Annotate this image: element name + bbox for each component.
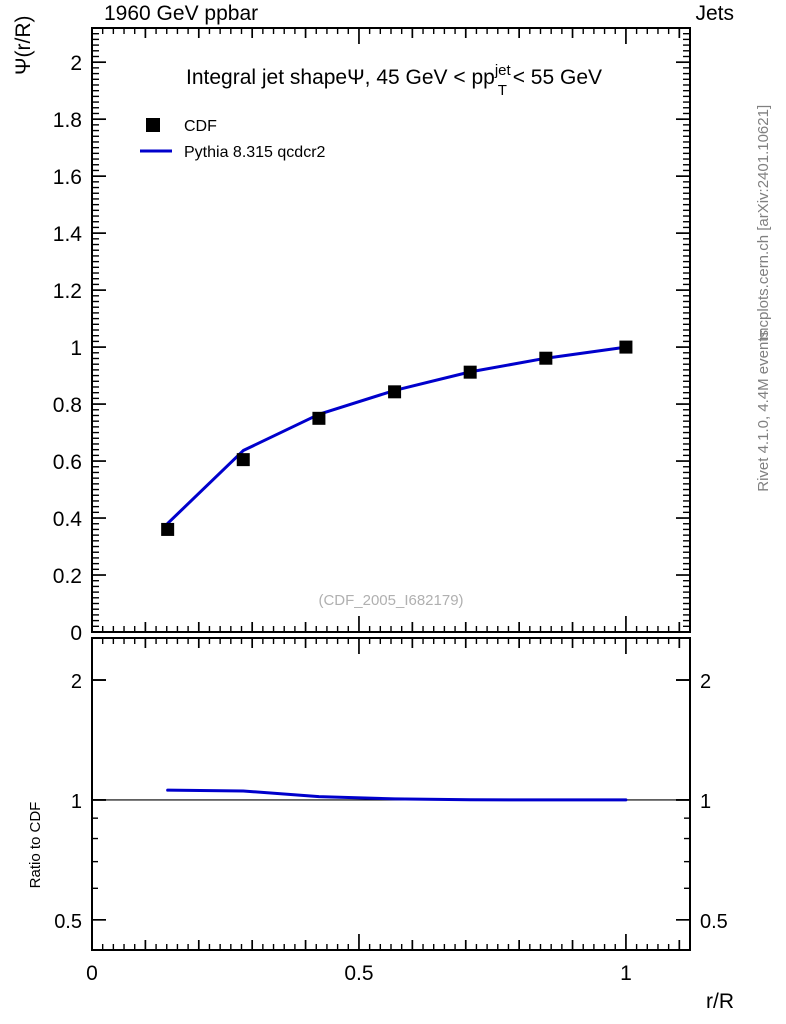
header-left-label: 1960 GeV ppbar [104, 2, 258, 25]
main-panel-frame [91, 27, 691, 633]
series-curve-pythia [166, 345, 628, 525]
ratio-y-tick-label-right: 1 [700, 791, 711, 813]
title-prefix: Integral jet shape [186, 66, 347, 89]
ratio-panel-tick-labels: 0.5 0.5 1 1 2 2 [54, 671, 728, 933]
x-tick-label: 1 [620, 962, 632, 985]
ratio-panel-frame [91, 637, 691, 951]
main-y-tick-label: 0.8 [53, 394, 82, 417]
watermark-label: (CDF_2005_I682179) [318, 592, 463, 609]
main-panel-ticks [91, 27, 691, 633]
x-axis-tick-labels: 0 0.5 1 [86, 962, 632, 985]
main-y-tick-label: 0.2 [53, 565, 82, 588]
ratio-y-tick-label: 0.5 [54, 911, 82, 933]
data-point-marker [312, 411, 326, 425]
main-y-axis-title: Ψ(r/R) [12, 15, 35, 75]
ratio-y-axis-title: Ratio to CDF [27, 802, 44, 889]
title-superscript: jet [494, 62, 512, 79]
side-label-rivet: Rivet 4.1.0, 4.4M events [755, 330, 772, 492]
data-point-marker [236, 453, 250, 467]
main-y-tick-label: 1.8 [53, 109, 82, 132]
data-point-marker [388, 385, 402, 399]
data-point-marker [463, 365, 477, 379]
legend: CDF Pythia 8.315 qcdcr2 [140, 118, 326, 161]
main-panel-tick-labels: 0 0.2 0.4 0.6 0.8 1 1.2 1.4 1.6 1.8 2 [53, 52, 83, 645]
legend-label-cdf: CDF [184, 118, 217, 135]
main-y-tick-label: 1.6 [53, 166, 82, 189]
ratio-y-tick-label-right: 0.5 [700, 911, 728, 933]
title-mid: , 45 GeV < p [365, 66, 484, 89]
main-y-tick-label: 1 [70, 337, 82, 360]
series-markers-cdf [161, 340, 633, 536]
data-point-marker [619, 340, 633, 354]
main-y-tick-label: 0 [70, 622, 82, 645]
ratio-y-tick-label: 2 [71, 671, 82, 693]
data-point-marker [161, 522, 175, 536]
svg-text:Integral jet shapeΨ, 45 GeV <: Integral jet shapeΨ, 45 GeV < ppjet T < 5… [186, 62, 602, 99]
ratio-y-tick-label: 1 [71, 791, 82, 813]
side-label-mcplots: mcplots.cern.ch [arXiv:2401.10621] [755, 105, 772, 340]
title-psi: Ψ [347, 66, 365, 89]
x-tick-label: 0.5 [344, 962, 373, 985]
main-y-tick-label: 2 [70, 52, 82, 75]
legend-label-pythia: Pythia 8.315 qcdcr2 [184, 144, 326, 161]
main-y-tick-label: 1.2 [53, 280, 82, 303]
title-subscript: T [498, 82, 507, 99]
header-right-label: Jets [695, 2, 734, 25]
x-axis-ticks [91, 638, 691, 950]
x-tick-label: 0 [86, 962, 98, 985]
data-point-marker [539, 351, 553, 365]
legend-marker-cdf [146, 118, 160, 132]
x-axis-title: r/R [706, 990, 734, 1013]
plot-title: Integral jet shapeΨ, 45 GeV < ppjet T < 5… [186, 62, 602, 99]
main-y-tick-label: 0.6 [53, 451, 82, 474]
main-y-tick-label: 0.4 [53, 508, 83, 531]
title-suffix: < 55 GeV [507, 66, 602, 89]
ratio-y-tick-label-right: 2 [700, 671, 711, 693]
main-y-tick-label: 1.4 [53, 223, 83, 246]
ratio-curve-pythia [166, 788, 628, 802]
